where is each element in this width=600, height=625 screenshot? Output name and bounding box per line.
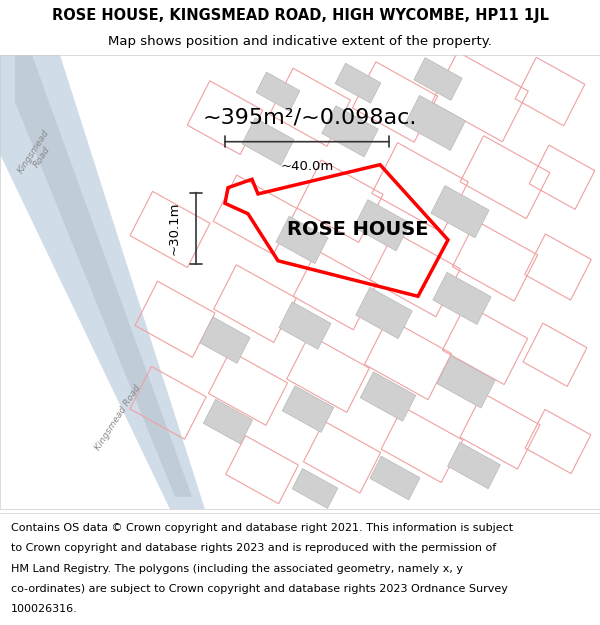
Polygon shape (203, 399, 253, 444)
Polygon shape (356, 288, 412, 339)
Text: Contains OS data © Crown copyright and database right 2021. This information is : Contains OS data © Crown copyright and d… (11, 523, 513, 533)
Text: Map shows position and indicative extent of the property.: Map shows position and indicative extent… (108, 35, 492, 48)
Polygon shape (279, 302, 331, 349)
Polygon shape (370, 456, 420, 500)
Text: ~395m²/~0.098ac.: ~395m²/~0.098ac. (203, 107, 417, 127)
Text: 100026316.: 100026316. (11, 604, 77, 614)
Polygon shape (282, 386, 334, 432)
Text: to Crown copyright and database rights 2023 and is reproduced with the permissio: to Crown copyright and database rights 2… (11, 544, 496, 554)
Text: Kingsmead
Road: Kingsmead Road (16, 128, 60, 181)
Text: ~40.0m: ~40.0m (280, 161, 334, 174)
Polygon shape (15, 55, 192, 497)
Polygon shape (322, 106, 378, 157)
Polygon shape (0, 55, 205, 509)
Polygon shape (292, 469, 338, 508)
Polygon shape (448, 442, 500, 489)
Text: HM Land Registry. The polygons (including the associated geometry, namely x, y: HM Land Registry. The polygons (includin… (11, 564, 463, 574)
Polygon shape (200, 317, 250, 363)
Polygon shape (433, 272, 491, 324)
Polygon shape (437, 356, 495, 408)
Polygon shape (242, 118, 294, 166)
Polygon shape (256, 72, 300, 111)
Polygon shape (404, 96, 466, 151)
Polygon shape (360, 372, 416, 421)
Text: ROSE HOUSE: ROSE HOUSE (287, 220, 429, 239)
Polygon shape (431, 186, 489, 238)
Text: ROSE HOUSE, KINGSMEAD ROAD, HIGH WYCOMBE, HP11 1JL: ROSE HOUSE, KINGSMEAD ROAD, HIGH WYCOMBE… (52, 8, 548, 23)
Text: co-ordinates) are subject to Crown copyright and database rights 2023 Ordnance S: co-ordinates) are subject to Crown copyr… (11, 584, 508, 594)
Text: Kingsmead Road: Kingsmead Road (94, 383, 142, 452)
Polygon shape (414, 58, 462, 101)
Polygon shape (354, 199, 410, 251)
Text: ~30.1m: ~30.1m (167, 202, 181, 255)
Polygon shape (335, 63, 381, 103)
Polygon shape (276, 216, 328, 264)
